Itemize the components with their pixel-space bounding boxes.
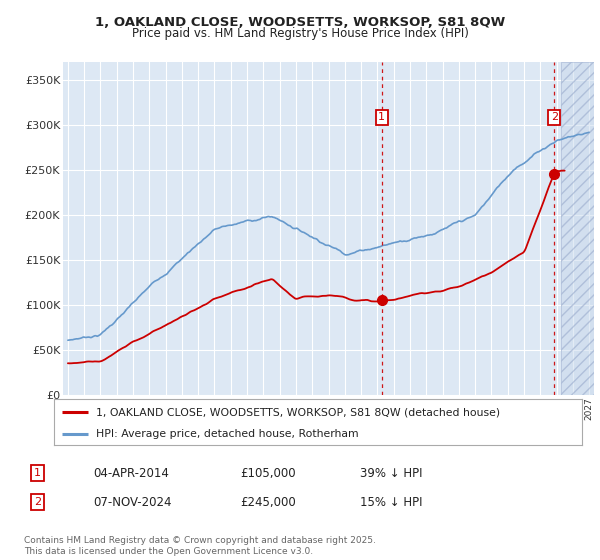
- Text: Price paid vs. HM Land Registry's House Price Index (HPI): Price paid vs. HM Land Registry's House …: [131, 27, 469, 40]
- Text: 2: 2: [34, 497, 41, 507]
- Text: 15% ↓ HPI: 15% ↓ HPI: [360, 496, 422, 509]
- Text: Contains HM Land Registry data © Crown copyright and database right 2025.
This d: Contains HM Land Registry data © Crown c…: [24, 536, 376, 556]
- Text: 1: 1: [34, 468, 41, 478]
- Text: £105,000: £105,000: [240, 466, 296, 480]
- Text: 1, OAKLAND CLOSE, WOODSETTS, WORKSOP, S81 8QW: 1, OAKLAND CLOSE, WOODSETTS, WORKSOP, S8…: [95, 16, 505, 29]
- Bar: [562, 62, 594, 395]
- Text: HPI: Average price, detached house, Rotherham: HPI: Average price, detached house, Roth…: [96, 429, 359, 438]
- Bar: [562, 62, 594, 395]
- Text: 04-APR-2014: 04-APR-2014: [93, 466, 169, 480]
- Text: 39% ↓ HPI: 39% ↓ HPI: [360, 466, 422, 480]
- Text: 1: 1: [378, 113, 385, 123]
- Text: 2: 2: [551, 113, 558, 123]
- Text: £245,000: £245,000: [240, 496, 296, 509]
- Text: 1, OAKLAND CLOSE, WOODSETTS, WORKSOP, S81 8QW (detached house): 1, OAKLAND CLOSE, WOODSETTS, WORKSOP, S8…: [96, 407, 500, 417]
- Text: 07-NOV-2024: 07-NOV-2024: [93, 496, 172, 509]
